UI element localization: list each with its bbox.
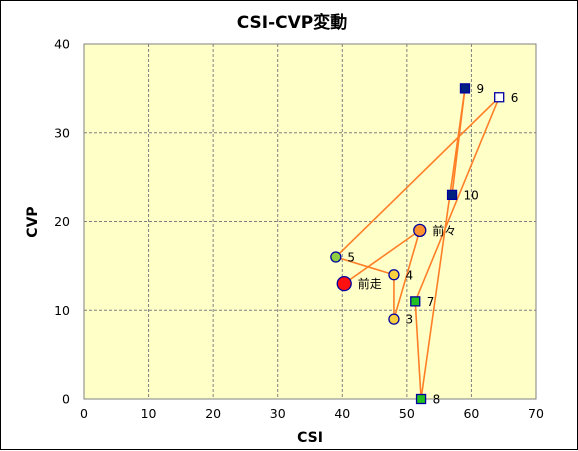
marker-circle	[330, 251, 342, 263]
marker-square	[459, 83, 471, 94]
y-tick-label: 0	[62, 392, 70, 407]
data-label: 5	[347, 251, 355, 265]
trajectory-segment	[414, 301, 422, 400]
data-label: 7	[427, 295, 435, 309]
chart-title: CSI-CVP変動	[237, 12, 348, 33]
trajectory-lines	[335, 88, 500, 400]
data-label: 6	[511, 91, 519, 105]
marker-circle	[388, 313, 400, 325]
y-axis-label: CVP	[25, 206, 41, 237]
marker-square	[494, 92, 505, 103]
plot-border	[83, 43, 537, 400]
x-tick-label: 10	[141, 406, 157, 421]
x-tick-label: 0	[80, 406, 88, 421]
data-label: 9	[476, 82, 484, 96]
y-tick-label: 40	[54, 37, 70, 52]
x-tick-label: 40	[334, 406, 350, 421]
data-label: 8	[433, 393, 441, 407]
marker-square	[446, 189, 458, 201]
data-label: 10	[464, 188, 479, 202]
trajectory-segment	[335, 96, 500, 258]
data-markers	[330, 83, 505, 405]
data-label: 前走	[358, 276, 382, 291]
data-label: 前々	[432, 223, 456, 238]
x-tick-label: 50	[399, 406, 415, 421]
data-label: 3	[405, 313, 413, 327]
marker-circle	[413, 223, 427, 238]
marker-circle	[336, 275, 352, 292]
trajectory-segment	[420, 88, 466, 400]
grid-lines	[84, 44, 536, 399]
x-tick-label: 70	[528, 406, 544, 421]
trajectory-segment	[343, 229, 421, 285]
marker-square	[415, 393, 427, 405]
trajectory-segment	[414, 96, 500, 302]
x-axis-label: CSI	[297, 430, 323, 446]
data-labels: 前走 前々 3 4 5 6 7 8 9 10	[347, 82, 518, 407]
data-label: 4	[405, 268, 413, 282]
marker-square	[410, 296, 421, 307]
tick-labels: 0 10 20 30 40 50 60 70 0 10 20 30 40	[54, 37, 544, 422]
trajectory-segment	[451, 88, 466, 195]
y-tick-label: 20	[54, 214, 70, 229]
y-tick-label: 30	[54, 125, 70, 140]
x-tick-label: 20	[205, 406, 221, 421]
y-tick-label: 10	[54, 303, 70, 318]
marker-circle	[388, 269, 400, 281]
x-tick-label: 60	[463, 406, 479, 421]
x-tick-label: 30	[270, 406, 286, 421]
trajectory-segment	[393, 230, 421, 320]
trajectory-segment	[335, 256, 395, 276]
